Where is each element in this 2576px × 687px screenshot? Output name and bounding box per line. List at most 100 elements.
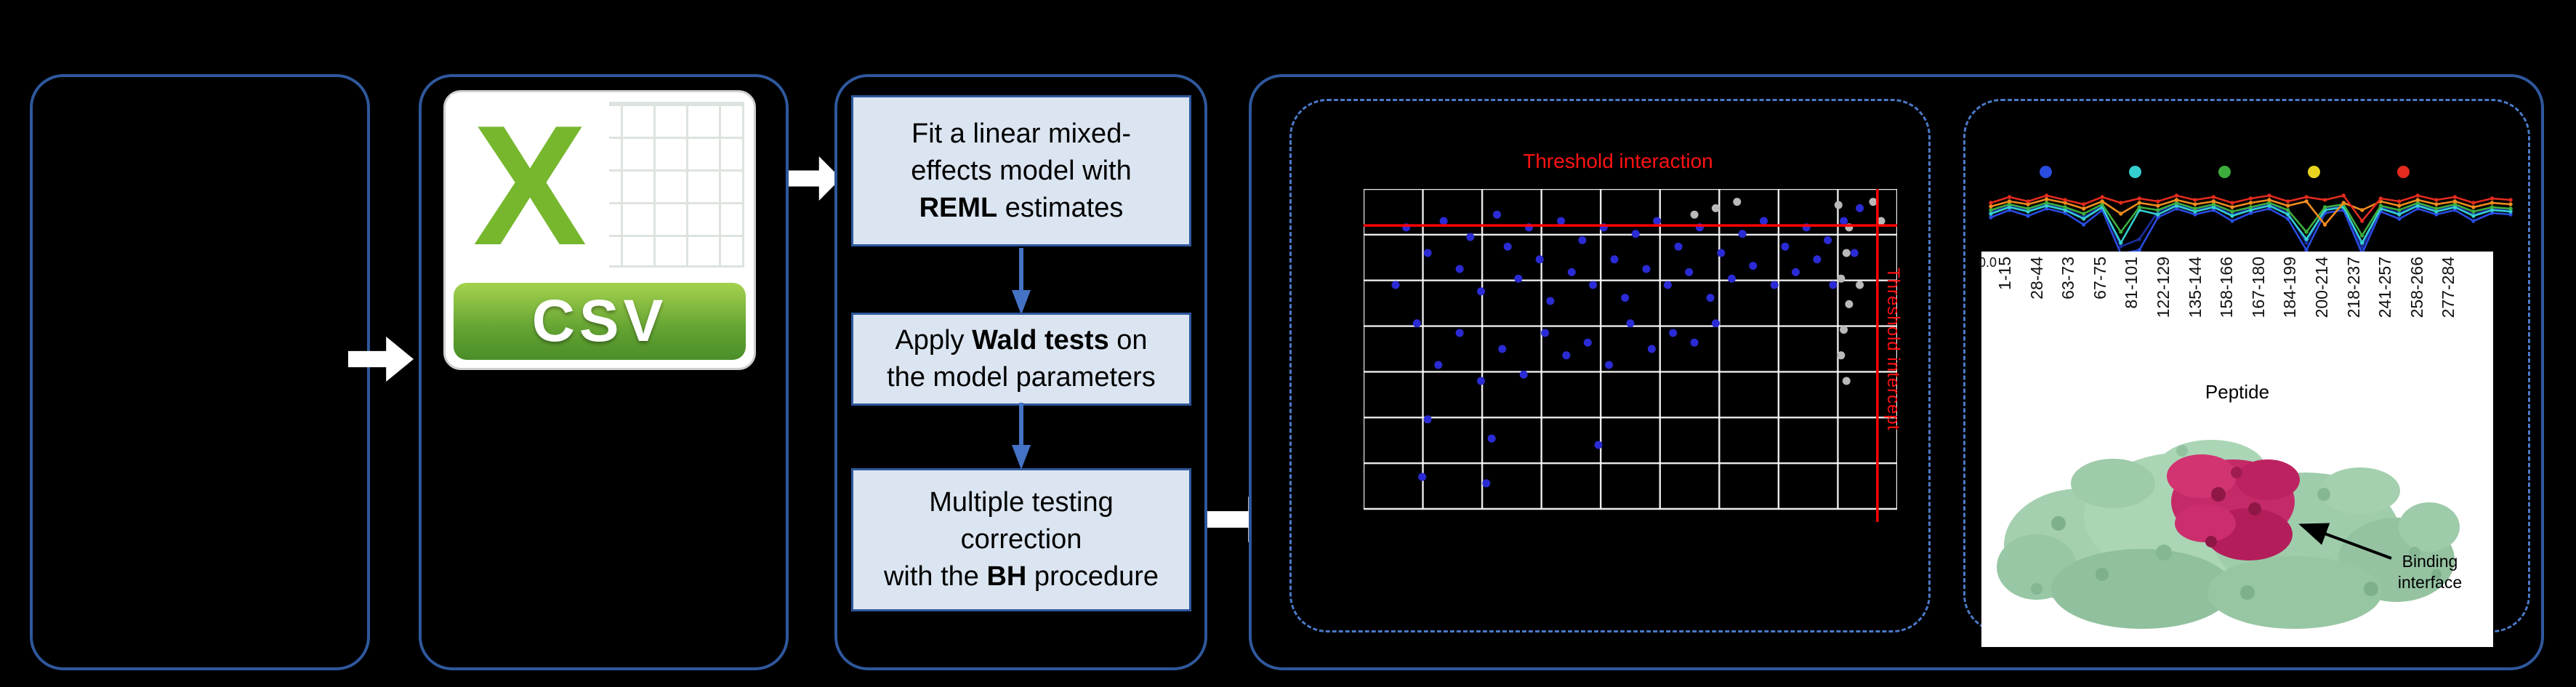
profile-marker <box>2063 205 2067 209</box>
scatter-point <box>1477 377 1485 385</box>
profile-marker <box>2322 205 2327 209</box>
scatter-point <box>1834 201 1843 209</box>
profile-marker <box>2082 222 2086 227</box>
profile-marker <box>2230 209 2234 214</box>
profile-marker <box>2211 202 2216 206</box>
profile-marker <box>2211 208 2216 212</box>
csv-file-icon: X CSV <box>443 90 756 370</box>
profile-marker <box>2267 198 2271 202</box>
scatter-point <box>1845 300 1853 308</box>
profile-marker <box>2044 201 2049 205</box>
scatter-point <box>1423 415 1432 424</box>
profile-marker <box>2490 201 2495 205</box>
profile-marker <box>2490 196 2495 201</box>
scatter-point <box>1578 236 1587 244</box>
scatter-point <box>1877 217 1885 225</box>
profile-marker <box>2026 209 2030 214</box>
profile-marker <box>1989 212 1993 216</box>
scatter-point <box>1562 351 1571 360</box>
peptide-tick-label: 122-129 <box>2154 257 2173 318</box>
profile-marker <box>2063 208 2067 212</box>
profile-marker <box>2471 214 2476 218</box>
scatter-point <box>1642 265 1651 273</box>
binding-interface-region <box>2167 454 2300 561</box>
scatter-point <box>1482 479 1491 488</box>
profile-marker <box>2174 201 2179 205</box>
profile-marker <box>2415 201 2420 205</box>
profile-marker <box>2137 201 2141 205</box>
profile-line-blue <box>1990 207 2511 255</box>
scatter-point <box>1856 204 1864 212</box>
profile-marker <box>2156 212 2160 217</box>
peptide-tick-label: 158-166 <box>2217 257 2237 318</box>
csv-x-letter: X <box>451 95 609 275</box>
scatter-point <box>1749 262 1758 270</box>
profile-marker <box>2304 199 2309 204</box>
scatter-point <box>1546 297 1555 305</box>
scatter-point <box>1842 249 1851 257</box>
scatter-point <box>1455 329 1464 337</box>
profile-marker <box>2156 199 2160 204</box>
scatter-point <box>1770 281 1779 289</box>
legend-dot-icon <box>2397 166 2410 178</box>
profile-marker <box>2378 204 2383 208</box>
profile-marker <box>2285 208 2290 212</box>
scatter-point <box>1503 242 1512 251</box>
binding-interface-arrow <box>2298 523 2392 560</box>
scatter-point <box>1840 326 1848 334</box>
profile-marker <box>2248 211 2253 215</box>
profile-marker <box>2230 219 2234 223</box>
profile-marker <box>2397 204 2402 208</box>
profile-chart <box>1989 193 2513 256</box>
profile-marker <box>2360 208 2364 212</box>
profile-marker <box>2007 205 2012 209</box>
peptide-tick-label: 241-257 <box>2375 257 2395 318</box>
scatter-point <box>1856 281 1864 289</box>
legend-dot-icon <box>2308 166 2320 178</box>
profile-marker <box>2044 197 2049 201</box>
profile-marker <box>2156 208 2160 212</box>
scatter-point <box>1631 230 1640 238</box>
scatter-point <box>1647 345 1656 353</box>
binding-interface-label: Binding interface <box>2368 551 2492 593</box>
scatter-point <box>1455 265 1464 273</box>
profile-marker <box>2230 205 2234 209</box>
scatter-point <box>1837 274 1846 283</box>
profile-marker <box>2137 248 2141 252</box>
profile-marker <box>2304 230 2309 234</box>
profile-marker <box>2508 202 2513 206</box>
scatter-point <box>1792 268 1800 276</box>
profile-marker <box>2304 248 2309 252</box>
profile-marker <box>2434 202 2439 206</box>
profile-marker <box>2471 205 2476 209</box>
profile-marker <box>2119 230 2123 234</box>
scatter-point <box>1583 338 1592 347</box>
profile-marker <box>2452 208 2458 212</box>
profile-marker <box>2119 241 2123 245</box>
profile-marker <box>2119 244 2123 249</box>
scatter-point <box>1829 281 1838 289</box>
profile-marker <box>2360 219 2364 223</box>
peptide-tick-label: 28-44 <box>2026 257 2046 300</box>
peptide-tick-label: 218-237 <box>2343 257 2363 318</box>
profile-marker <box>2063 201 2067 205</box>
y-axis-tick: 0.0 <box>1979 255 1997 270</box>
scatter-point <box>1557 217 1566 225</box>
profile-marker <box>2100 195 2104 199</box>
scatter-point <box>1567 268 1576 276</box>
profile-marker <box>2193 202 2197 206</box>
scatter-point <box>1439 217 1448 225</box>
profile-marker <box>2100 199 2104 204</box>
profile-marker <box>2304 241 2309 245</box>
binding-interface-label-line2: interface <box>2397 573 2463 592</box>
peptide-tick-label: 67-75 <box>2090 257 2109 300</box>
scatter-point <box>1738 230 1747 238</box>
scatter-point <box>1690 338 1699 347</box>
profile-marker <box>2230 214 2234 218</box>
scatter-point <box>1760 217 1768 225</box>
profile-marker <box>2322 198 2327 202</box>
profile-marker <box>2082 206 2086 211</box>
scatter-point <box>1423 249 1432 257</box>
scatter-point <box>1781 242 1790 251</box>
